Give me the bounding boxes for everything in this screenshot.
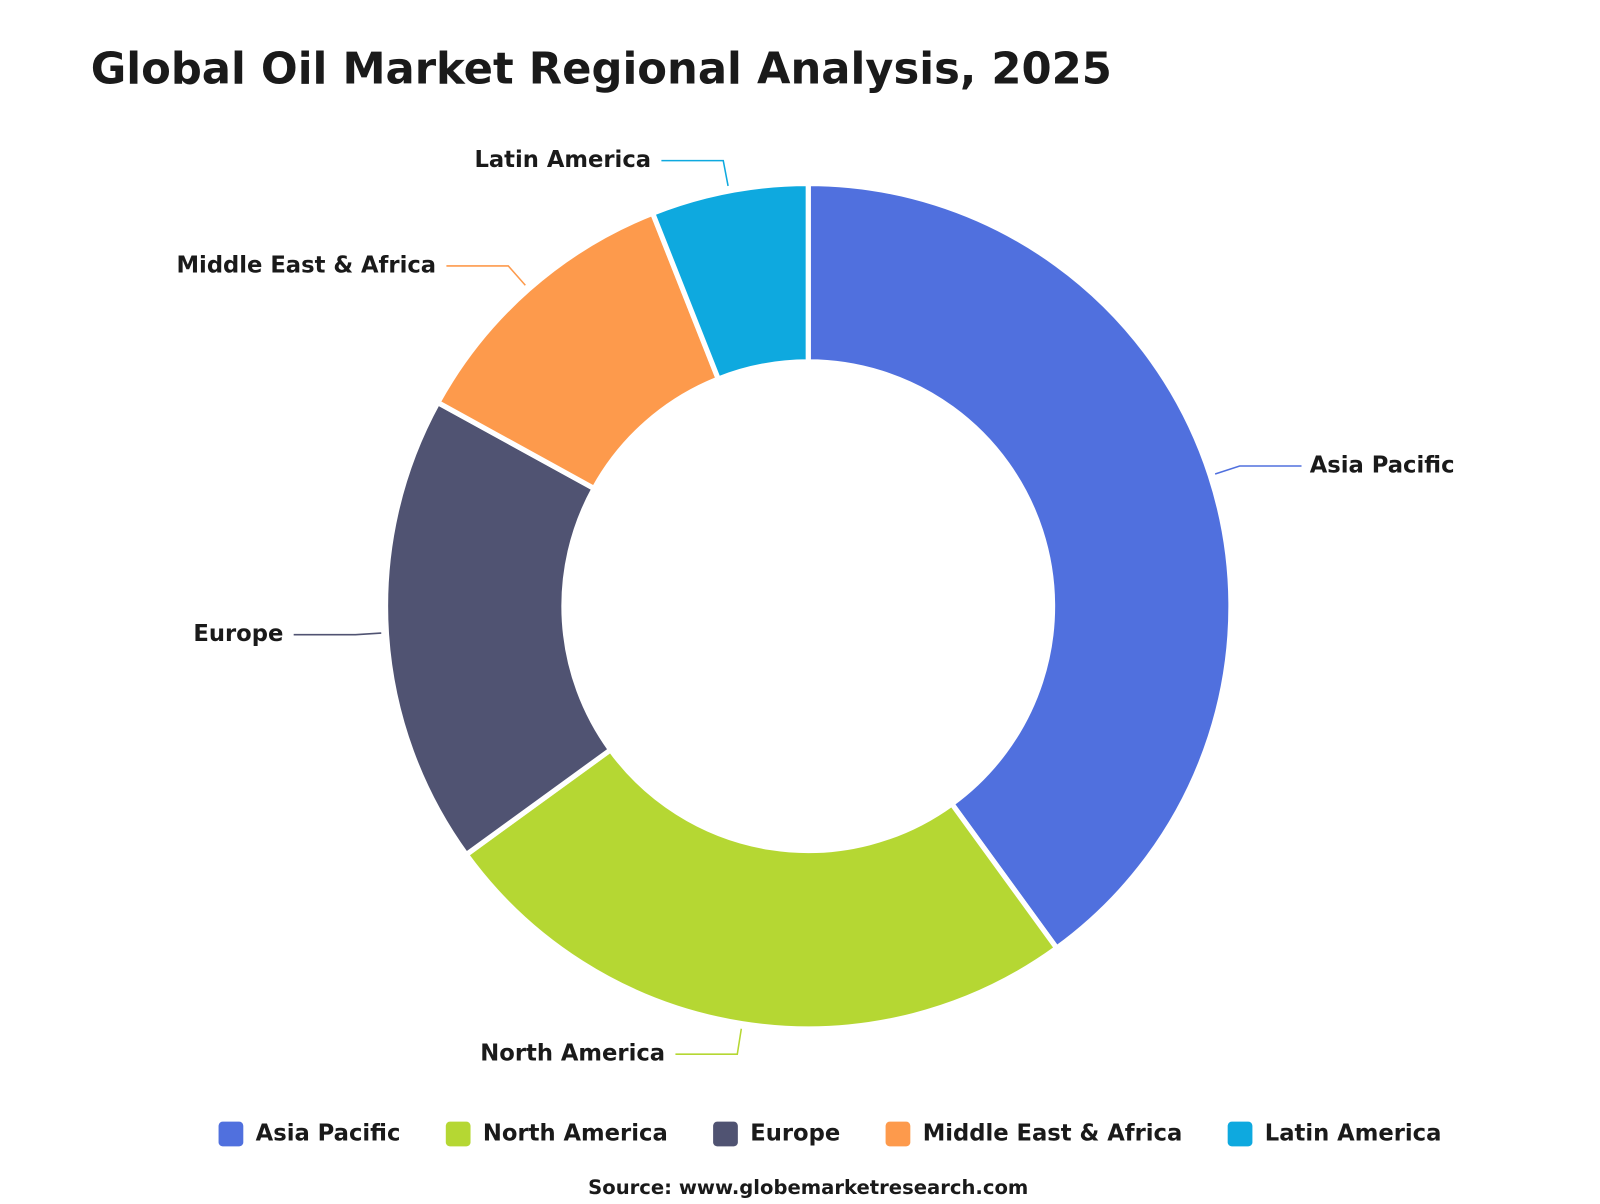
- donut-segment: [805, 180, 1234, 951]
- legend-swatch: [218, 1121, 244, 1147]
- legend-swatch: [713, 1121, 738, 1147]
- legend-swatch: [1227, 1121, 1253, 1147]
- leader-line: [446, 265, 526, 286]
- leader-line: [661, 159, 729, 187]
- leader-line: [1214, 465, 1302, 475]
- donut-segment: [463, 747, 1060, 1032]
- chart-title: Global Oil Market Regional Analysis, 202…: [91, 45, 1112, 95]
- legend-label: Asia Pacific: [256, 1121, 401, 1147]
- leader-line: [293, 632, 382, 636]
- legend-swatch: [885, 1121, 911, 1147]
- donut-segment: [435, 210, 721, 492]
- slice-label: Middle East & Africa: [176, 252, 436, 278]
- legend-label: Europe: [750, 1121, 840, 1147]
- slice-label: Europe: [193, 621, 283, 647]
- legend-label: Middle East & Africa: [923, 1121, 1183, 1147]
- donut-segment: [650, 180, 811, 382]
- slice-label: Latin America: [474, 147, 651, 173]
- legend-label: North America: [483, 1121, 668, 1147]
- slice-label: North America: [480, 1041, 665, 1067]
- legend-label: Latin America: [1265, 1121, 1442, 1147]
- legend-swatch: [445, 1121, 471, 1147]
- donut-segment: [383, 399, 614, 858]
- slice-label: Asia Pacific: [1310, 453, 1455, 479]
- leader-line: [675, 1028, 743, 1055]
- source: Source: www.globemarketresearch.com: [588, 1176, 1028, 1199]
